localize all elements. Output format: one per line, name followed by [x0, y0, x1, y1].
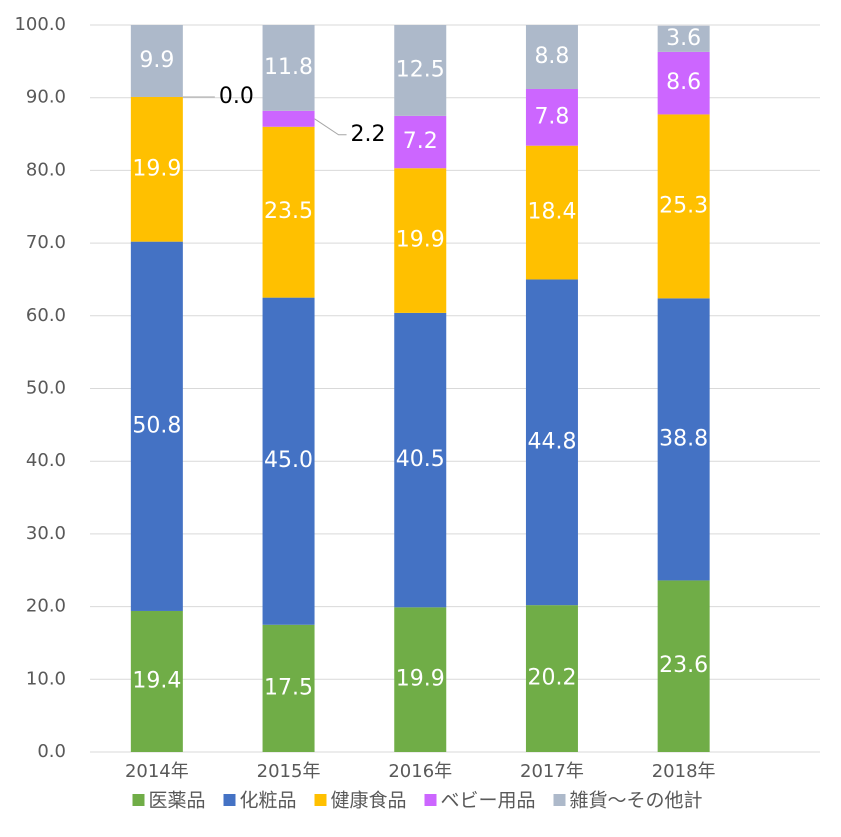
value-label: 44.8 — [527, 429, 576, 454]
x-tick-label: 2017年 — [520, 761, 584, 782]
y-tick-label: 40.0 — [26, 450, 66, 471]
bar-segment — [525, 145, 578, 280]
y-tick-label: 70.0 — [26, 232, 66, 253]
bar-segment — [262, 110, 315, 127]
value-label: 19.9 — [132, 156, 181, 181]
bar-segment — [262, 624, 315, 752]
value-label: 8.8 — [534, 44, 569, 69]
value-label: 8.6 — [666, 70, 701, 95]
bar-segment — [262, 297, 315, 625]
bar-segment — [394, 312, 447, 608]
legend-label: ベビー用品 — [441, 790, 536, 812]
value-label: 50.8 — [132, 413, 181, 438]
bar-segment — [130, 241, 183, 611]
bar-segment — [657, 298, 710, 581]
value-label: 20.2 — [527, 666, 576, 691]
value-label: 19.9 — [396, 228, 445, 253]
value-label: 7.8 — [534, 104, 569, 129]
value-label: 19.9 — [396, 667, 445, 692]
x-tick-label: 2014年 — [125, 761, 189, 782]
bar-segment — [657, 25, 710, 52]
y-tick-label: 10.0 — [26, 668, 66, 689]
y-tick-label: 50.0 — [26, 378, 66, 399]
value-label: 3.6 — [666, 26, 701, 51]
value-label: 17.5 — [264, 675, 313, 700]
y-tick-label: 90.0 — [26, 87, 66, 108]
bar-segment — [130, 610, 183, 752]
value-label: 18.4 — [527, 200, 576, 225]
bar-segment — [262, 25, 315, 111]
bar-segment — [657, 51, 710, 115]
value-label: 0.0 — [219, 84, 254, 109]
legend-label: 医薬品 — [149, 790, 206, 812]
value-label: 23.5 — [264, 199, 313, 224]
value-label: 9.9 — [139, 48, 174, 73]
bar-segment — [394, 168, 447, 313]
bar-segment — [394, 115, 447, 169]
value-label: 7.2 — [403, 129, 438, 154]
bar-segment — [525, 279, 578, 606]
legend-swatch — [424, 794, 437, 806]
value-label: 45.0 — [264, 448, 313, 473]
bar-segment — [262, 126, 315, 298]
legend-swatch — [223, 794, 236, 806]
bar-segment — [130, 25, 183, 97]
bar-segment — [130, 96, 183, 242]
legend-swatch — [132, 794, 145, 806]
value-label: 40.5 — [396, 447, 445, 472]
bar-segment — [525, 88, 578, 146]
legend-label: 健康食品 — [331, 790, 407, 812]
bar-segment — [525, 25, 578, 89]
bar-segment — [525, 605, 578, 752]
legend-label: 雑貨～その他計 — [570, 790, 703, 812]
bar-segment — [657, 114, 710, 299]
legend-label: 化粧品 — [240, 790, 297, 812]
value-label: 2.2 — [351, 122, 386, 147]
y-tick-label: 20.0 — [26, 596, 66, 617]
value-label: 23.6 — [659, 653, 708, 678]
y-tick-label: 60.0 — [26, 305, 66, 326]
legend-swatch — [553, 794, 566, 806]
x-tick-label: 2016年 — [388, 761, 452, 782]
leader-line — [314, 118, 347, 136]
value-label: 25.3 — [659, 193, 708, 218]
y-tick-label: 100.0 — [14, 14, 66, 35]
y-tick-label: 30.0 — [26, 523, 66, 544]
value-label: 19.4 — [132, 668, 181, 693]
legend-swatch — [314, 794, 327, 806]
bar-segment — [657, 580, 710, 752]
x-tick-label: 2018年 — [652, 761, 716, 782]
value-label: 12.5 — [396, 57, 445, 82]
y-tick-label: 0.0 — [37, 741, 66, 762]
value-label: 11.8 — [264, 55, 313, 80]
y-tick-label: 80.0 — [26, 159, 66, 180]
value-label: 38.8 — [659, 426, 708, 451]
x-tick-label: 2015年 — [257, 761, 321, 782]
bar-segment — [394, 25, 447, 116]
bar-segment — [394, 607, 447, 752]
